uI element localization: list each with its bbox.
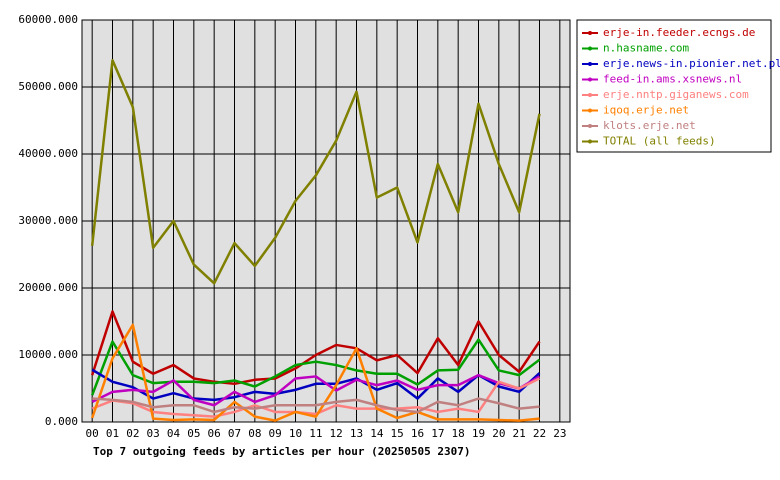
legend-dot bbox=[588, 139, 592, 144]
y-tick-label: 50000.000 bbox=[18, 80, 78, 93]
series-line bbox=[91, 373, 541, 407]
x-tick-label: 03 bbox=[147, 427, 160, 440]
x-tick-label: 20 bbox=[492, 427, 505, 440]
chart-title: Top 7 outgoing feeds by articles per hou… bbox=[93, 445, 471, 458]
legend-dot bbox=[588, 108, 592, 113]
x-tick-label: 08 bbox=[248, 427, 261, 440]
x-tick-label: 14 bbox=[370, 427, 384, 440]
legend-dot bbox=[588, 77, 592, 82]
x-tick-label: 21 bbox=[513, 427, 526, 440]
x-tick-label: 05 bbox=[187, 427, 200, 440]
x-tick-label: 10 bbox=[289, 427, 302, 440]
series-line bbox=[92, 397, 540, 414]
series-line bbox=[90, 310, 541, 386]
legend-label: n.hasname.com bbox=[603, 42, 689, 55]
legend-label: erje-in.feeder.ecngs.de bbox=[603, 26, 755, 39]
x-tick-label: 18 bbox=[452, 427, 465, 440]
legend-label: feed-in.ams.xsnews.nl bbox=[603, 73, 742, 86]
legend bbox=[576, 19, 772, 153]
legend-dot bbox=[588, 46, 592, 51]
legend-label: klots.erje.net bbox=[603, 119, 696, 132]
legend-dot bbox=[588, 93, 592, 97]
x-tick-label: 12 bbox=[330, 427, 343, 440]
y-tick-label: 0.000 bbox=[45, 415, 78, 428]
legend-label: iqoq.erje.net bbox=[603, 104, 689, 117]
x-tick-label: 09 bbox=[269, 427, 282, 440]
y-tick-label: 10000.000 bbox=[18, 348, 78, 361]
x-tick-label: 02 bbox=[126, 427, 139, 440]
x-tick-label: 13 bbox=[350, 427, 363, 440]
x-tick-label: 11 bbox=[309, 427, 322, 440]
y-tick-label: 30000.000 bbox=[18, 214, 78, 227]
x-tick-label: 23 bbox=[553, 427, 566, 440]
legend-label: TOTAL (all feeds) bbox=[603, 135, 716, 148]
x-tick-label: 04 bbox=[167, 427, 181, 440]
legend-label: erje.nntp.giganews.com bbox=[603, 88, 749, 101]
x-tick-label: 22 bbox=[533, 427, 546, 440]
series-line bbox=[91, 368, 541, 402]
y-tick-label: 40000.000 bbox=[18, 147, 78, 160]
x-tick-label: 01 bbox=[106, 427, 119, 440]
legend-dot bbox=[588, 31, 592, 35]
x-tick-label: 06 bbox=[208, 427, 221, 440]
series-line bbox=[90, 323, 540, 422]
legend-dot bbox=[588, 124, 592, 128]
x-tick-label: 19 bbox=[472, 427, 485, 440]
x-tick-label: 16 bbox=[411, 427, 424, 440]
series-line bbox=[90, 338, 541, 396]
y-tick-label: 60000.000 bbox=[18, 13, 78, 26]
x-tick-label: 07 bbox=[228, 427, 241, 440]
series-line bbox=[90, 58, 541, 285]
x-tick-label: 17 bbox=[431, 427, 444, 440]
x-tick-label: 15 bbox=[391, 427, 404, 440]
legend-dot bbox=[588, 62, 592, 66]
legend-label: erje.news-in.pionier.net.pl bbox=[603, 57, 780, 70]
x-tick-label: 00 bbox=[86, 427, 99, 440]
y-tick-label: 20000.000 bbox=[18, 281, 78, 294]
series-line bbox=[91, 377, 541, 418]
